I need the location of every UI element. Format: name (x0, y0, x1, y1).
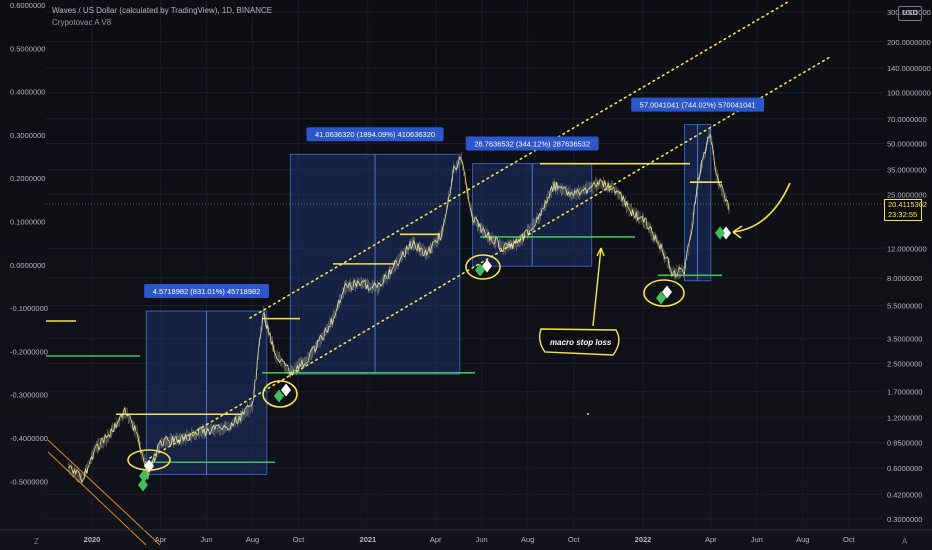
time-axis-label: Oct (843, 535, 856, 544)
right-axis-label: 50.0000000 (887, 140, 927, 149)
signal-diamond-10 (721, 226, 731, 240)
time-axis-label: 2021 (360, 535, 377, 544)
time-axis-label: Jun (201, 535, 213, 544)
time-axis-label: Apr (155, 535, 167, 544)
left-axis-label: 0.5000000 (10, 44, 45, 53)
dot-marker (587, 413, 589, 415)
right-axis-label: 200.0000000 (887, 38, 931, 47)
signal-diamond-3 (138, 478, 148, 492)
time-axis-label: Aug (796, 535, 809, 544)
stop-loss-label: macro stop loss (550, 338, 612, 347)
time-axis-label: 2022 (635, 535, 652, 544)
left-axis-label: 0.2000000 (10, 174, 45, 183)
right-axis-label: 140.0000000 (887, 64, 931, 73)
price-line (68, 134, 730, 484)
right-axis-label: 100.0000000 (887, 89, 931, 98)
zoom-button[interactable]: Z (34, 537, 39, 546)
time-axis-label: Jun (751, 535, 763, 544)
time-axis-label: Oct (568, 535, 581, 544)
signal-diamond-7 (475, 263, 485, 277)
circle-1 (127, 449, 171, 471)
time-axis-label: Oct (293, 535, 306, 544)
right-axis-label: 1.7000000 (887, 388, 922, 397)
measurement-labels: 4.5718982 (831.01%) 45718982 41.0636320 (… (144, 97, 765, 299)
signal-diamond-8 (662, 285, 672, 299)
time-axis-label: Aug (246, 535, 259, 544)
measurement-boxes (145, 124, 712, 475)
channel-upper-line (249, 1, 789, 319)
left-axis-label: 0.3000000 (10, 131, 45, 140)
chart-grid (46, 0, 884, 530)
left-axis-label: 0.1000000 (10, 218, 45, 227)
last-price-label: 20.4115362 23:32:55 (884, 199, 928, 221)
time-axis-label: Apr (705, 535, 717, 544)
time-axis-label: Jun (476, 535, 488, 544)
left-axis-label: 0.4000000 (10, 88, 45, 97)
time-axis[interactable]: 2020 Apr Jun Aug Oct 2021 Apr Jun Aug Oct 2022 Apr J… (84, 535, 856, 544)
currency-button[interactable]: USD (898, 6, 922, 21)
left-axis-label: -0.3000000 (10, 391, 48, 400)
measure-label-3: 28.7636532 (344.12%) 287636532 (474, 139, 590, 148)
hand-drawn-circles (127, 254, 685, 471)
left-axis-label: -0.5000000 (10, 477, 48, 486)
left-price-axis: 0.6000000 0.5000000 0.4000000 0.3000000 0.20… (10, 1, 48, 486)
signal-diamond-11 (715, 226, 725, 240)
last-price-value: 20.4115362 (888, 200, 928, 209)
right-axis-label: 0.8500000 (887, 439, 922, 448)
circle-3 (465, 254, 501, 280)
right-axis-label: 12.0000000 (887, 244, 927, 253)
time-axis-label: Apr (430, 535, 442, 544)
right-axis-label: 0.3000000 (887, 515, 922, 524)
pointer-arrow (732, 182, 791, 239)
circle-2 (262, 380, 298, 408)
right-axis-label: 5.5000000 (887, 302, 922, 311)
circle-4 (643, 279, 685, 307)
right-axis-label: 35.0000000 (887, 166, 927, 175)
signal-diamond-5 (274, 389, 284, 403)
left-axis-label: -0.4000000 (10, 434, 48, 443)
signal-markers (138, 226, 731, 492)
signal-diamond-2 (139, 469, 149, 483)
right-axis-label: 3.5000000 (887, 335, 922, 344)
measure-label-bg-4 (631, 97, 765, 112)
time-axis-label: 2020 (84, 535, 101, 544)
stop-loss-annotation: macro stop loss (538, 247, 620, 356)
measure-label-bg-1 (144, 284, 269, 299)
chart-header: Waves / US Dollar (calculated by Trading… (52, 5, 272, 29)
right-axis-label: 0.6000000 (887, 464, 922, 473)
left-axis-label: -0.1000000 (10, 304, 48, 313)
price-countdown: 23:32:55 (888, 210, 918, 219)
right-price-axis[interactable]: 300.0000000 200.0000000 140.0000000 100.000… (887, 8, 931, 524)
measure-label-2: 41.0636320 (1894.09%) 410636320 (315, 130, 435, 139)
time-axis-label: Aug (521, 535, 534, 544)
measure-label-1: 4.5718982 (831.01%) 45718982 (153, 287, 261, 296)
measure-label-bg-2 (306, 127, 444, 142)
descending-line-1 (47, 439, 161, 546)
signal-diamond-4 (281, 383, 291, 397)
indicator-name: Crypotovac A V8 (52, 18, 112, 27)
right-axis-label: 0.4200000 (887, 490, 922, 499)
right-axis-label: 300.0000000 (887, 8, 931, 17)
right-axis-label: 2.5000000 (887, 359, 922, 368)
left-axis-label: 0.0000000 (10, 261, 45, 270)
right-axis-label: 8.0000000 (887, 274, 922, 283)
signal-diamond-6 (482, 259, 492, 273)
measure-label-4: 57.0041041 (744.02%) 570041041 (640, 101, 756, 110)
measure-label-bg-3 (465, 136, 599, 151)
right-axis-label: 25.0000000 (887, 190, 927, 199)
symbol-title: Waves / US Dollar (calculated by Trading… (52, 6, 273, 15)
right-axis-label: 70.0000000 (887, 115, 927, 124)
signal-diamond-9 (656, 291, 666, 305)
left-axis-label: 0.6000000 (10, 1, 45, 10)
auto-scale-button[interactable]: A (902, 537, 908, 546)
left-axis-label: -0.2000000 (10, 347, 48, 356)
right-axis-label: 1.2000000 (887, 413, 922, 422)
